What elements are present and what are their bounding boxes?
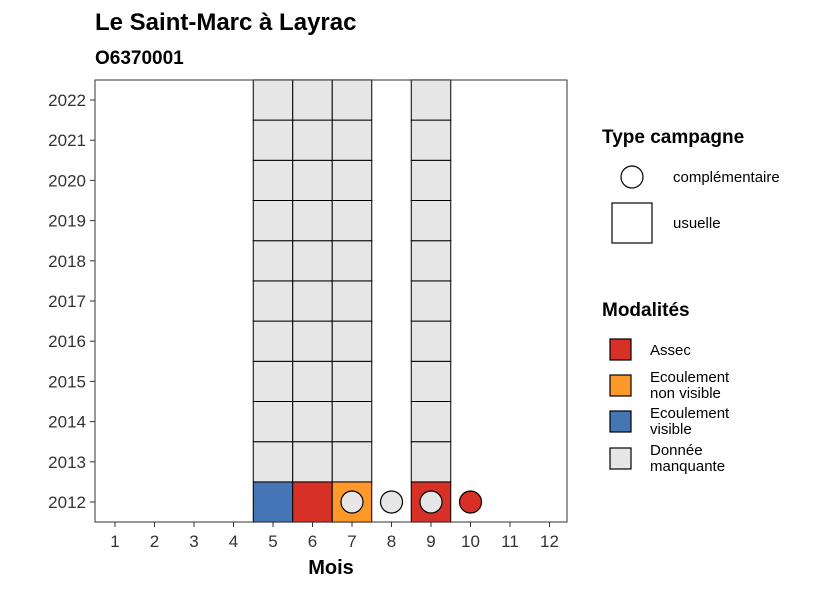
x-tick-label-5: 5 xyxy=(268,532,277,551)
x-tick-label-11: 11 xyxy=(501,532,519,551)
y-tick-label-2013: 2013 xyxy=(48,453,86,472)
point-2012-8 xyxy=(379,490,404,514)
point-2012-10 xyxy=(458,490,483,514)
tile-2016-7 xyxy=(331,320,373,362)
y-axis: 2012 2013 2014 2015 2016 2017 2018 2019 2020 2021… xyxy=(48,91,95,512)
legend-type-label-square: usuelle xyxy=(673,215,721,232)
y-tick-label-2017: 2017 xyxy=(48,292,86,311)
tile-2015-9 xyxy=(410,360,452,402)
tile-2018-7 xyxy=(331,240,373,282)
y-tick-label-2020: 2020 xyxy=(48,171,86,190)
tile-2021-6 xyxy=(292,119,333,161)
y-tick-label-2014: 2014 xyxy=(48,413,86,432)
tile-2019-9 xyxy=(410,200,452,242)
y-tick-label-2015: 2015 xyxy=(48,372,86,391)
x-tick-label-10: 10 xyxy=(461,532,480,551)
tile-2017-6 xyxy=(292,280,333,322)
tile-2022-6 xyxy=(292,79,333,121)
tile-2014-5 xyxy=(252,401,294,443)
x-tick-label-8: 8 xyxy=(387,532,396,551)
tile-2019-6 xyxy=(292,200,333,242)
tile-2016-9 xyxy=(410,320,452,362)
tile-2018-6 xyxy=(292,240,333,282)
tile-2017-5 xyxy=(252,280,294,322)
y-tick-label-2016: 2016 xyxy=(48,332,86,351)
tile-2022-7 xyxy=(331,79,373,121)
tile-2012-6 xyxy=(292,481,333,523)
tile-2013-9 xyxy=(410,441,452,483)
x-axis-title: Mois xyxy=(308,557,354,579)
tile-2015-5 xyxy=(252,360,294,402)
point-2012-9 xyxy=(419,490,443,514)
tile-2020-7 xyxy=(331,159,373,202)
tile-2014-6 xyxy=(292,401,333,443)
tile-2017-7 xyxy=(331,280,373,322)
y-tick-label-2012: 2012 xyxy=(48,493,86,512)
tile-2021-5 xyxy=(252,119,294,161)
point-2012-7 xyxy=(340,490,364,514)
tile-2019-7 xyxy=(331,200,373,242)
x-axis: 1 2 3 4 5 6 7 8 9 10 11 12 xyxy=(110,522,559,551)
tile-2019-5 xyxy=(252,200,294,242)
legend-modalite-swatch-ecoulement_visible xyxy=(609,410,632,433)
y-tick-label-2022: 2022 xyxy=(48,91,86,110)
legend-type-swatch-square xyxy=(611,202,653,244)
legend-modalite-label-ecoulement_visible: Ecoulement visible xyxy=(650,405,730,438)
tile-2014-9 xyxy=(410,401,452,443)
y-tick-label-2021: 2021 xyxy=(48,131,86,150)
legend-type: complémentaire usuelle xyxy=(611,165,780,244)
x-tick-label-3: 3 xyxy=(189,532,198,551)
legend-modalite-swatch-assec xyxy=(609,338,632,361)
legend-type-label-circle: complémentaire xyxy=(673,169,780,186)
legend-modalites-title: Modalités xyxy=(602,300,690,321)
tile-2013-5 xyxy=(252,441,294,483)
tile-2013-6 xyxy=(292,441,333,483)
legend-type-swatch-circle xyxy=(620,165,644,189)
tile-2022-9 xyxy=(410,79,452,121)
tile-2014-7 xyxy=(331,401,373,443)
x-tick-label-2: 2 xyxy=(150,532,159,551)
legend-modalite-label-donnee_manquante: Donnée manquante xyxy=(650,442,725,475)
tile-2022-5 xyxy=(252,79,294,121)
plot-panel xyxy=(94,79,568,523)
x-tick-label-1: 1 xyxy=(110,532,119,551)
tile-2012-5 xyxy=(252,481,294,523)
tile-2015-7 xyxy=(331,360,373,402)
y-tick-label-2018: 2018 xyxy=(48,252,86,271)
tile-2020-6 xyxy=(292,159,333,202)
x-tick-label-12: 12 xyxy=(540,532,559,551)
legend-modalite-swatch-donnee_manquante xyxy=(609,447,632,470)
x-tick-label-4: 4 xyxy=(229,532,238,551)
x-tick-label-9: 9 xyxy=(426,532,435,551)
tile-2018-5 xyxy=(252,240,294,282)
chart-subtitle: O6370001 xyxy=(95,48,184,69)
tile-2020-5 xyxy=(252,159,294,202)
tile-2021-7 xyxy=(331,119,373,161)
tile-2018-9 xyxy=(410,240,452,282)
legend-modalite-label-ecoulement_non_visible: Ecoulement non visible xyxy=(650,369,730,402)
y-tick-label-2019: 2019 xyxy=(48,212,86,231)
tile-2013-7 xyxy=(331,441,373,483)
tile-2015-6 xyxy=(292,360,333,402)
chart-title: Le Saint-Marc à Layrac xyxy=(95,9,356,36)
tile-2020-9 xyxy=(410,159,452,202)
legend-modalite-swatch-ecoulement_non_visible xyxy=(609,374,632,397)
x-tick-label-6: 6 xyxy=(308,532,317,551)
tile-2016-6 xyxy=(292,320,333,362)
tile-2021-9 xyxy=(410,119,452,161)
tile-2017-9 xyxy=(410,280,452,322)
x-tick-label-7: 7 xyxy=(347,532,356,551)
legend-type-title: Type campagne xyxy=(602,127,744,148)
tile-2016-5 xyxy=(252,320,294,362)
legend-modalite-label-assec: Assec xyxy=(650,342,691,359)
